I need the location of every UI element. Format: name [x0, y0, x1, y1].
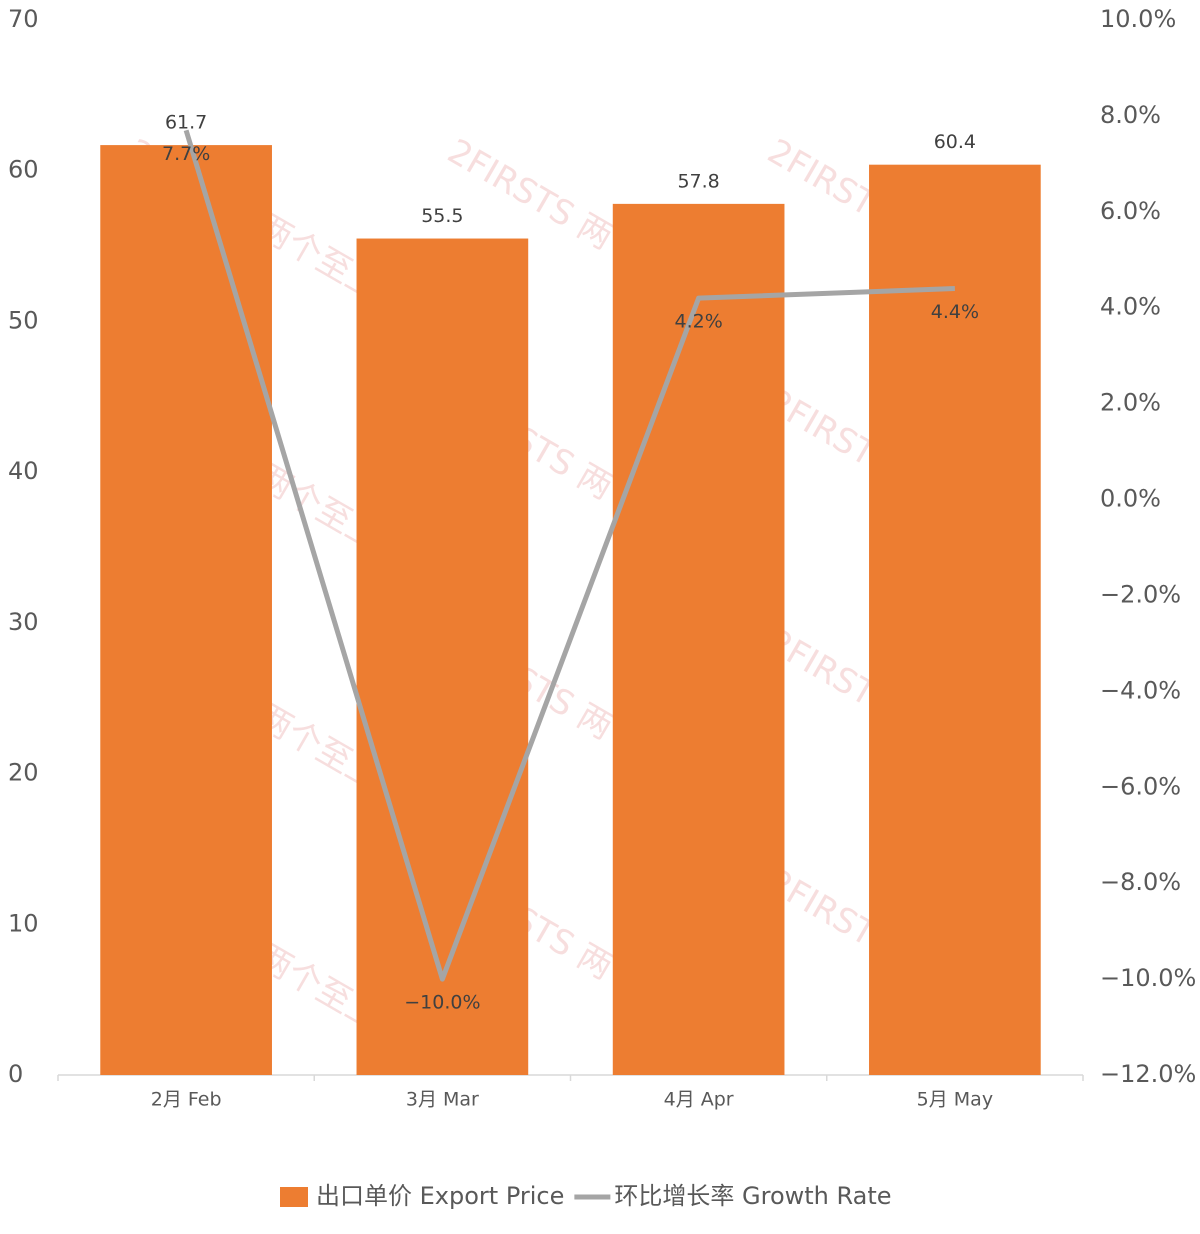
bar	[356, 238, 529, 1076]
line-value-label: −10.0%	[404, 992, 480, 1014]
x-tick-label: 5月 May	[917, 1089, 993, 1111]
y2-tick-label: 2.0%	[1100, 389, 1161, 417]
bar-value-label: 60.4	[934, 131, 976, 153]
y2-tick-label: −12.0%	[1100, 1060, 1196, 1088]
bar-value-label: 55.5	[421, 205, 463, 227]
y-tick-label: 70	[8, 5, 39, 33]
y2-tick-label: −10.0%	[1100, 964, 1196, 992]
y2-tick-label: 0.0%	[1100, 485, 1161, 513]
x-tick-label: 3月 Mar	[406, 1089, 479, 1111]
line	[183, 129, 955, 982]
x-tick-label: 4月 Apr	[664, 1089, 734, 1111]
y-tick-label: 10	[8, 909, 39, 937]
y2-tick-label: −6.0%	[1100, 772, 1181, 800]
legend-label: 出口单价 Export Price	[316, 1182, 564, 1210]
y2-tick-label: −2.0%	[1100, 580, 1181, 608]
y-tick-label: 40	[8, 457, 39, 485]
legend: 出口单价 Export Price 环比增长率 Growth Rate	[280, 1182, 892, 1210]
bar	[869, 164, 1041, 1075]
y-tick-label: 60	[8, 156, 39, 184]
bar	[612, 203, 785, 1075]
legend-swatch	[280, 1187, 308, 1207]
line-value-label: 4.4%	[931, 301, 979, 323]
y-tick-label: 0	[8, 1060, 23, 1088]
line-value-label: 4.2%	[674, 311, 722, 333]
y2-tick-label: 4.0%	[1100, 293, 1161, 321]
y-tick-label: 50	[8, 306, 39, 334]
x-tick-label: 2月 Feb	[151, 1089, 222, 1111]
y2-tick-label: −8.0%	[1100, 868, 1181, 896]
y-tick-label: 20	[8, 759, 39, 787]
y2-tick-label: 10.0%	[1100, 5, 1176, 33]
y2-tick-label: −4.0%	[1100, 676, 1181, 704]
y-tick-label: 30	[8, 608, 39, 636]
bar-value-label: 61.7	[165, 112, 207, 134]
bar-value-label: 57.8	[677, 170, 719, 192]
line-value-label: 7.7%	[162, 143, 210, 165]
y2-tick-label: 8.0%	[1100, 101, 1161, 129]
bar	[100, 145, 272, 1076]
y2-tick-label: 6.0%	[1100, 197, 1161, 225]
legend-label: 环比增长率 Growth Rate	[614, 1182, 891, 1210]
